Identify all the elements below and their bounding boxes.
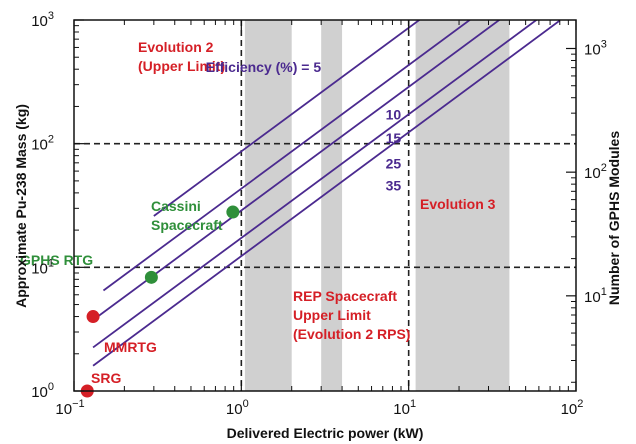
efficiency-label-15: 15	[386, 130, 402, 146]
y-tick-label: 101	[31, 257, 54, 277]
x-axis-title: Delivered Electric power (kW)	[227, 425, 424, 441]
annotation-evolution-2-line-2: (Upper Limit)	[138, 58, 225, 74]
efficiency-line-15	[92, 20, 501, 321]
annotation-rep-spacecraft-line-2: Upper Limit	[293, 307, 371, 323]
point-cassini-spacecraft	[226, 205, 240, 219]
annotation-evolution-3-line-1: Evolution 3	[420, 196, 496, 212]
shaded-region	[415, 20, 510, 391]
y-tick-label: 100	[31, 381, 54, 401]
annotation-evolution-2-line-1: Evolution 2	[138, 39, 214, 55]
x-tick-label: 102	[561, 398, 584, 418]
x-tick-label: 100	[226, 398, 249, 418]
x-tick-label: 10−1	[55, 398, 84, 418]
shaded-region	[321, 20, 343, 391]
annotation-mmrtg-line-1: MMRTG	[104, 339, 157, 355]
y2-axis-title: Number of GPHS Modules	[606, 131, 622, 305]
efficiency-line-10	[102, 20, 472, 292]
efficiency-line-35	[92, 20, 561, 367]
plot-frame	[73, 19, 577, 392]
efficiency-label-35: 35	[386, 177, 402, 193]
y2-tick-label: 102	[584, 162, 607, 182]
efficiency-line-5	[153, 20, 421, 217]
efficiency-lines	[92, 20, 561, 367]
efficiency-label-5: Efficiency (%) = 5	[206, 59, 322, 75]
efficiency-line-25	[92, 20, 538, 349]
annotation-cassini-line-1: Cassini	[151, 198, 201, 214]
y-axis-title: Approximate Pu-238 Mass (kg)	[13, 104, 29, 308]
annotation-cassini-line-2: Spacecraft	[151, 217, 223, 233]
efficiency-label-25: 25	[386, 155, 402, 171]
point-gphs-rtg	[144, 270, 158, 284]
dashed-gridlines	[74, 20, 576, 391]
y2-tick-label: 101	[584, 286, 607, 306]
annotation-rep-spacecraft-line-3: (Evolution 2 RPS)	[293, 326, 410, 342]
efficiency-label-10: 10	[386, 106, 402, 122]
y2-tick-label: 103	[584, 38, 607, 58]
annotation-srg-line-1: SRG	[91, 370, 121, 386]
y-tick-label: 103	[31, 10, 54, 30]
data-points	[80, 205, 240, 398]
annotations: Evolution 2 (Upper Limit) Evolution 3 REP S…	[20, 39, 496, 386]
point-mmrtg	[86, 310, 100, 324]
annotation-gphs-rtg-line-1: GPHS RTG	[20, 252, 93, 268]
x-tick-label: 101	[393, 398, 416, 418]
shaded-regions	[244, 20, 510, 391]
annotation-rep-spacecraft-line-1: REP Spacecraft	[293, 288, 397, 304]
y-tick-label: 102	[31, 134, 54, 154]
